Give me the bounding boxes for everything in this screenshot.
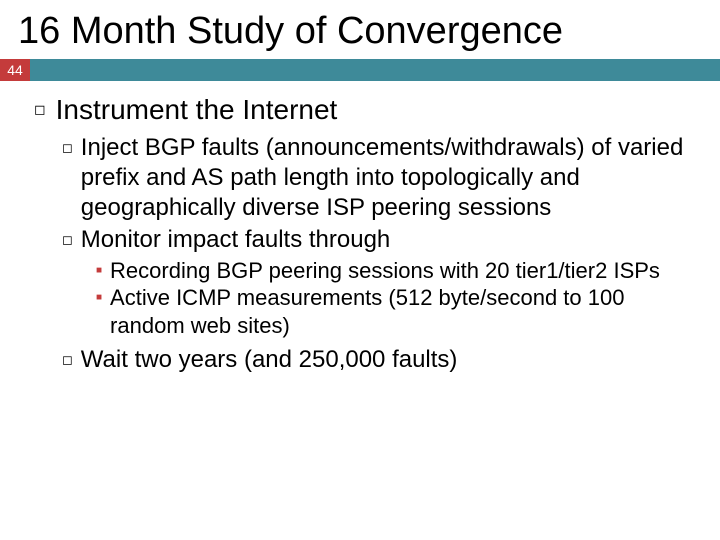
filled-square-bullet-icon: ■ [96,265,102,276]
bullet-l2: ◻ Inject BGP faults (announcements/withd… [62,133,686,223]
bullet-l1-text: Instrument the Internet [56,93,338,127]
bullet-l3-text: Active ICMP measurements (512 byte/secon… [110,284,686,339]
bullet-l2-text: Inject BGP faults (announcements/withdra… [81,133,686,223]
bullet-l2-text: Wait two years (and 250,000 faults) [81,345,458,375]
filled-square-bullet-icon: ■ [96,292,102,303]
slide-title: 16 Month Study of Convergence [0,0,720,59]
bullet-l3-text: Recording BGP peering sessions with 20 t… [110,257,660,285]
bullet-l3: ■ Recording BGP peering sessions with 20… [96,257,686,285]
bullet-l2: ◻ Monitor impact faults through [62,225,686,255]
square-bullet-icon: ◻ [34,101,46,118]
page-number-badge: 44 [0,59,30,81]
slide-content: ◻ Instrument the Internet ◻ Inject BGP f… [0,81,720,375]
square-bullet-icon: ◻ [62,140,73,156]
bullet-l2: ◻ Wait two years (and 250,000 faults) [62,345,686,375]
accent-bar: 44 [0,59,720,81]
square-bullet-icon: ◻ [62,352,73,368]
bullet-l1: ◻ Instrument the Internet [34,93,686,127]
square-bullet-icon: ◻ [62,232,73,248]
bullet-l2-text: Monitor impact faults through [81,225,390,255]
slide-container: 16 Month Study of Convergence 44 ◻ Instr… [0,0,720,540]
accent-teal-bar [30,59,720,81]
bullet-l3: ■ Active ICMP measurements (512 byte/sec… [96,284,686,339]
